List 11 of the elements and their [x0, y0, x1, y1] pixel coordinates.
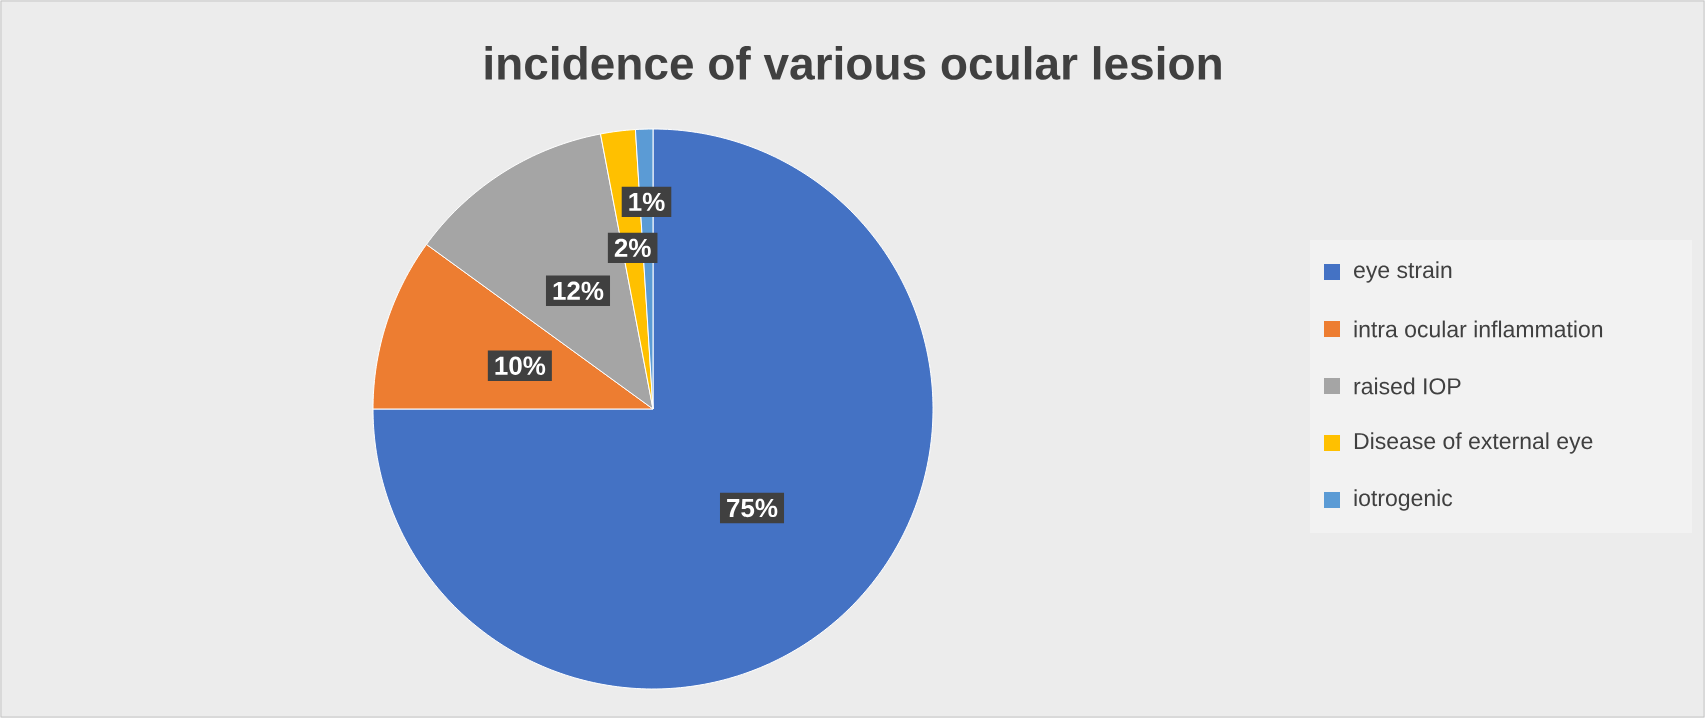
legend-label: intra ocular inflammation [1354, 320, 1603, 338]
legend-label: iotrogenic [1354, 489, 1453, 511]
data-label: 1% [629, 192, 665, 212]
legend-label: raised IOP [1354, 377, 1461, 395]
data-label: 12% [553, 281, 604, 300]
data-label: 2% [614, 238, 651, 258]
data-label: 75% [727, 498, 778, 518]
data-label: 10% [495, 356, 546, 375]
legend-label: Disease of external eye [1354, 432, 1593, 454]
legend-label: eye strain [1354, 261, 1452, 283]
chart-title: incidence of various ocular lesion [485, 46, 1221, 80]
